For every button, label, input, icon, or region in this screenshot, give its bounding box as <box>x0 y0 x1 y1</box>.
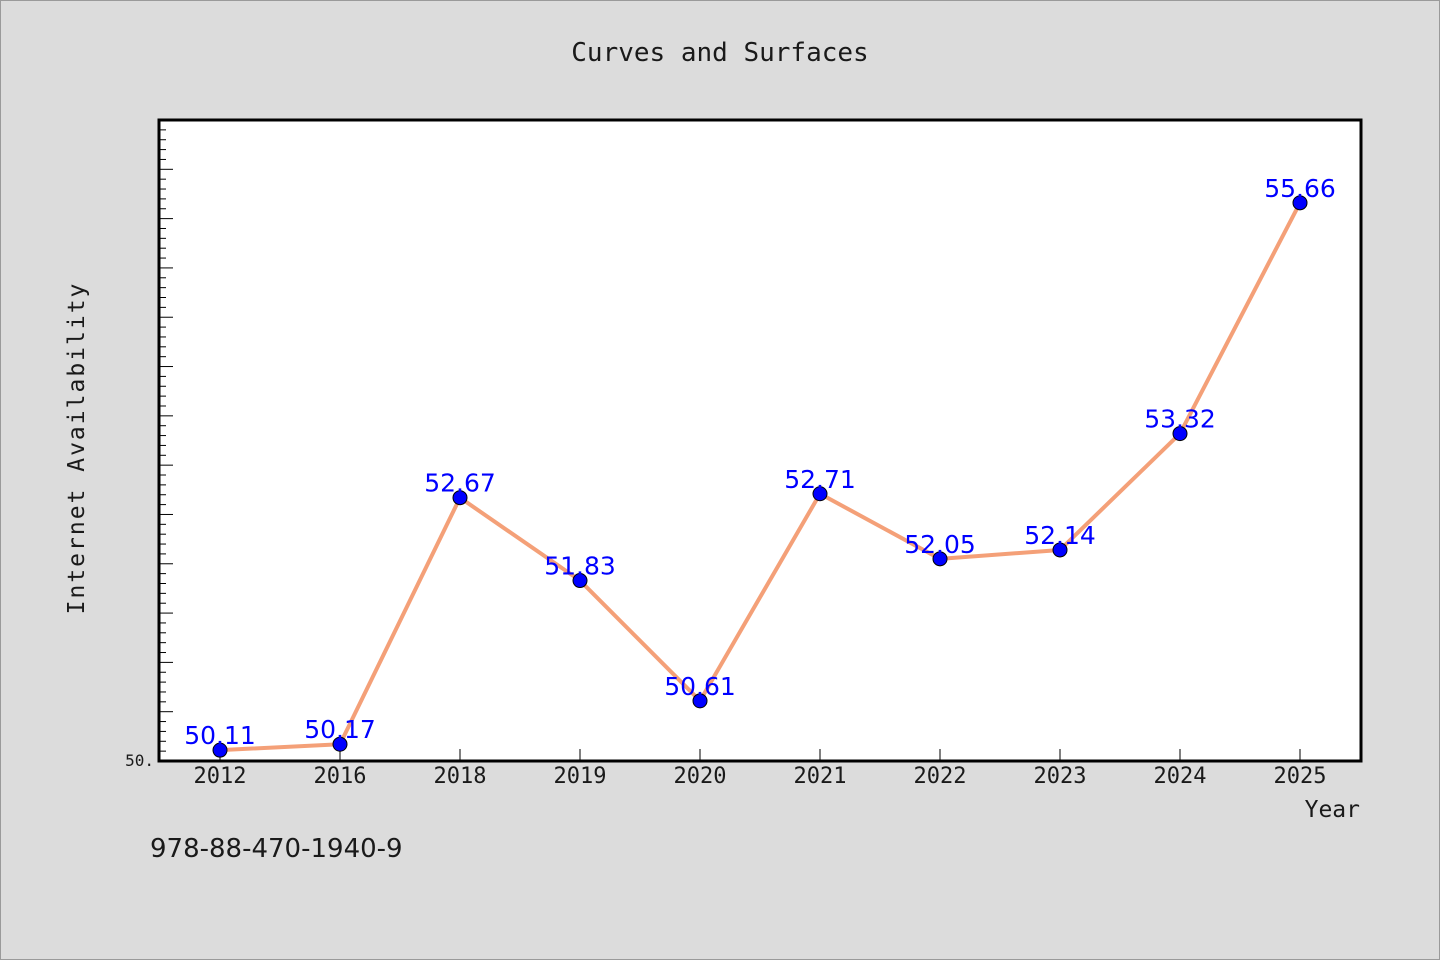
x-tick-label: 2022 <box>914 764 967 789</box>
data-label: 50.17 <box>304 715 376 744</box>
data-label: 50.11 <box>184 721 256 750</box>
data-point-marker <box>572 573 588 589</box>
y-tick-label: 50. <box>125 751 154 770</box>
x-tick-label: 2012 <box>194 764 247 789</box>
x-tick-label: 2020 <box>674 764 727 789</box>
data-point-marker <box>932 551 948 567</box>
x-tick-label: 2024 <box>1154 764 1207 789</box>
series-line <box>218 200 1302 753</box>
x-tick-label: 2023 <box>1034 764 1087 789</box>
data-label: 52.05 <box>904 530 976 559</box>
data-label: 53.32 <box>1144 405 1216 434</box>
x-axis-label: Year <box>1305 797 1360 823</box>
footer-code: 978-88-470-1940-9 <box>150 834 403 864</box>
data-point-marker <box>332 736 348 752</box>
data-label: 52.67 <box>424 469 496 498</box>
data-point-marker <box>1292 195 1308 211</box>
x-tick-label: 2019 <box>554 764 607 789</box>
plot-area <box>157 118 1363 763</box>
y-axis-ticks <box>159 119 173 762</box>
data-label: 55.66 <box>1264 174 1336 203</box>
data-label: 51.83 <box>544 552 616 581</box>
data-point-marker <box>212 742 228 758</box>
data-point-marker <box>1172 426 1188 442</box>
data-point-marker <box>452 490 468 506</box>
data-label: 52.71 <box>784 465 856 494</box>
data-label: 52.14 <box>1024 521 1096 550</box>
x-axis-ticks: 2012 2016 2018 2019 2020 2021 2022 2023 2024 2025 <box>194 749 1327 789</box>
x-tick-label: 2025 <box>1274 764 1327 789</box>
data-point-marker <box>812 486 828 502</box>
x-tick-label: 2016 <box>314 764 367 789</box>
series-layer: 50.11 50.17 52.67 51.83 50.61 52.71 52.05 52.14… <box>184 174 1336 758</box>
x-tick-label: 2021 <box>794 764 847 789</box>
data-point-marker <box>692 693 708 709</box>
data-label: 50.61 <box>664 672 736 701</box>
chart-title: Curves and Surfaces <box>571 38 868 68</box>
y-axis-label: Internet Availability <box>64 282 90 615</box>
x-tick-label: 2018 <box>434 764 487 789</box>
data-point-marker <box>1052 542 1068 558</box>
